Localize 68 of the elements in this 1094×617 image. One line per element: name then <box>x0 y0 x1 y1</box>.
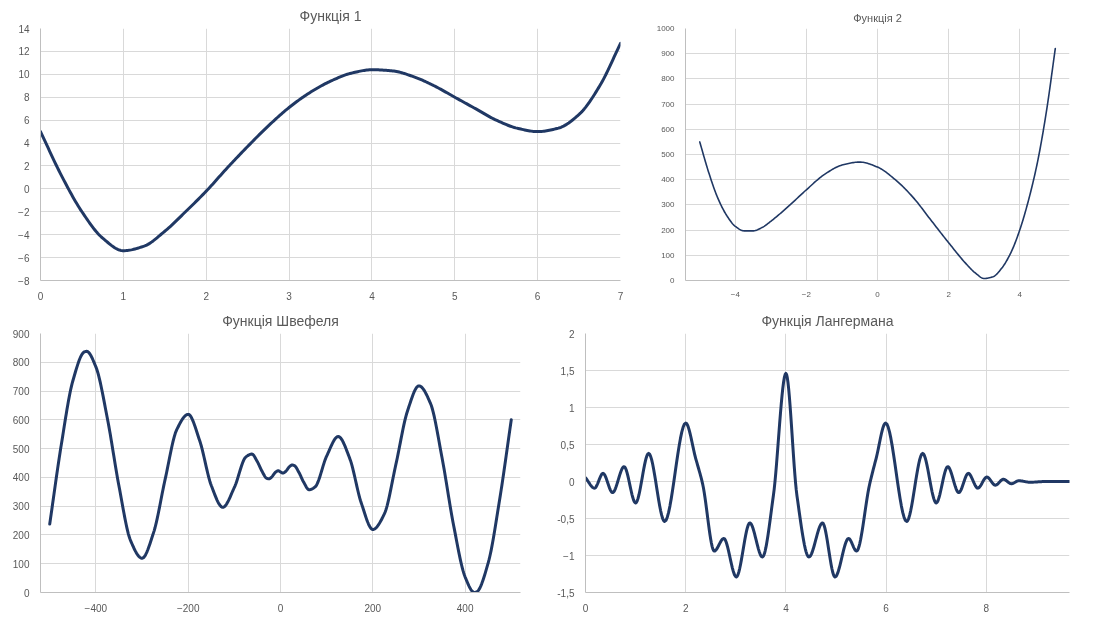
y-tick-label: −2 <box>18 206 30 218</box>
chart-title: Функція 1 <box>299 7 362 24</box>
y-tick-label: 100 <box>661 250 676 260</box>
y-tick-label: 800 <box>661 74 676 84</box>
x-tick-label: 4 <box>783 602 790 614</box>
y-tick-label: 100 <box>12 558 30 570</box>
y-tick-label: 8 <box>23 92 30 104</box>
y-tick-label: 400 <box>661 175 676 185</box>
x-tick-label: 3 <box>286 290 293 302</box>
x-tick-label: 4 <box>1017 289 1023 299</box>
chart-title: Функція Лангермана <box>761 312 894 329</box>
x-tick-label: 0 <box>277 602 284 614</box>
y-tick-label: 0 <box>568 476 575 488</box>
x-tick-label: 6 <box>534 290 541 302</box>
y-tick-label: 2 <box>23 160 30 172</box>
x-tick-label: −4 <box>730 289 741 299</box>
y-tick-label: 900 <box>661 49 676 59</box>
x-tick-label: −400 <box>84 602 108 614</box>
x-tick-label: 6 <box>883 602 890 614</box>
y-tick-label: 4 <box>23 138 30 150</box>
y-tick-label: −1 <box>563 550 575 562</box>
y-tick-label: 1,5 <box>560 365 575 377</box>
y-tick-label: 200 <box>661 225 676 235</box>
y-tick-label: 500 <box>12 443 30 455</box>
y-tick-label: 600 <box>12 414 30 426</box>
x-tick-label: 200 <box>364 602 382 614</box>
y-tick-label: 0 <box>670 276 676 285</box>
x-tick-label: 0 <box>37 290 44 302</box>
y-tick-label: 1 <box>568 402 575 414</box>
y-tick-label: 700 <box>12 386 30 398</box>
y-tick-label: 12 <box>18 46 30 58</box>
x-tick-label: 1 <box>120 290 127 302</box>
x-tick-label: 2 <box>682 602 689 614</box>
y-tick-label: 500 <box>661 150 676 159</box>
x-tick-label: 0 <box>582 602 589 614</box>
y-tick-label: −8 <box>18 275 30 287</box>
x-tick-label: 7 <box>617 290 624 302</box>
chart-title: Функція 2 <box>853 11 902 24</box>
y-tick-label: 2 <box>568 328 575 340</box>
y-tick-label: 0 <box>23 183 30 195</box>
x-tick-label: 5 <box>452 290 458 302</box>
x-tick-label: 2 <box>203 290 210 302</box>
y-tick-label: −4 <box>18 229 30 241</box>
y-tick-label: 200 <box>12 529 30 541</box>
x-tick-label: 400 <box>456 602 474 614</box>
x-tick-label: 0 <box>875 289 881 299</box>
y-tick-label: 900 <box>12 328 30 340</box>
y-tick-label: -1,5 <box>557 587 575 599</box>
chart-title: Функція Швефеля <box>222 312 339 329</box>
y-tick-label: 600 <box>661 124 676 134</box>
x-tick-label: −200 <box>176 602 200 614</box>
y-tick-label: 0,5 <box>560 439 575 451</box>
x-tick-label: −2 <box>801 289 812 299</box>
y-tick-label: 1000 <box>656 24 676 33</box>
y-tick-label: −6 <box>18 252 30 264</box>
x-tick-label: 8 <box>983 602 990 614</box>
y-tick-label: -0,5 <box>557 513 575 525</box>
y-tick-label: 400 <box>12 472 30 484</box>
y-tick-label: 0 <box>23 587 30 599</box>
y-tick-label: 700 <box>661 99 676 109</box>
y-tick-label: 800 <box>12 357 30 369</box>
y-tick-label: 300 <box>12 501 30 513</box>
x-tick-label: 2 <box>946 289 952 299</box>
y-tick-label: 6 <box>23 115 30 127</box>
y-tick-label: 14 <box>18 23 30 35</box>
y-tick-label: 10 <box>18 69 30 81</box>
y-tick-label: 300 <box>661 200 676 210</box>
x-tick-label: 4 <box>369 290 376 302</box>
